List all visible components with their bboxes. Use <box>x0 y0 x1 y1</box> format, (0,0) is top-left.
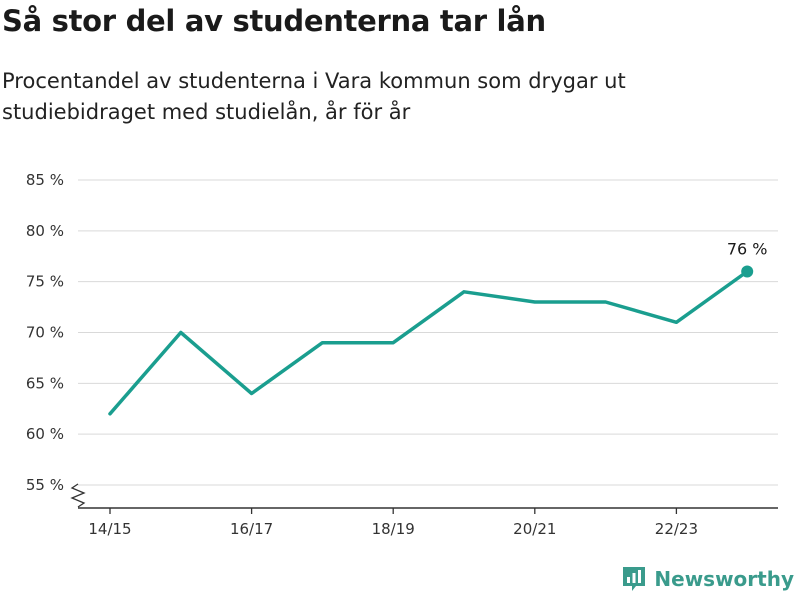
newsworthy-logo: Newsworthy <box>622 566 794 592</box>
brand-name: Newsworthy <box>654 567 794 591</box>
x-tick-label: 14/15 <box>88 520 131 538</box>
newsworthy-logo-icon <box>623 567 646 591</box>
y-tick-label: 70 % <box>26 324 64 342</box>
chart-subtitle: Procentandel av studenterna i Vara kommu… <box>2 69 626 124</box>
y-tick-label: 85 % <box>26 171 64 189</box>
chart-title: Så stor del av studenterna tar lån <box>2 4 546 38</box>
y-tick-label: 65 % <box>26 374 64 392</box>
x-tick-label: 18/19 <box>372 520 415 538</box>
y-tick-label: 55 % <box>26 476 64 494</box>
axis-break-icon <box>70 483 86 508</box>
series-line <box>108 269 749 416</box>
x-tick-label: 16/17 <box>230 520 273 538</box>
y-tick-label: 60 % <box>26 425 64 443</box>
end-value-label: 76 % <box>727 240 768 259</box>
y-tick-label: 75 % <box>26 273 64 291</box>
y-tick-label: 80 % <box>26 222 64 240</box>
x-tick-label: 22/23 <box>655 520 698 538</box>
end-point-marker <box>741 265 754 278</box>
x-tick-label: 20/21 <box>513 520 556 538</box>
